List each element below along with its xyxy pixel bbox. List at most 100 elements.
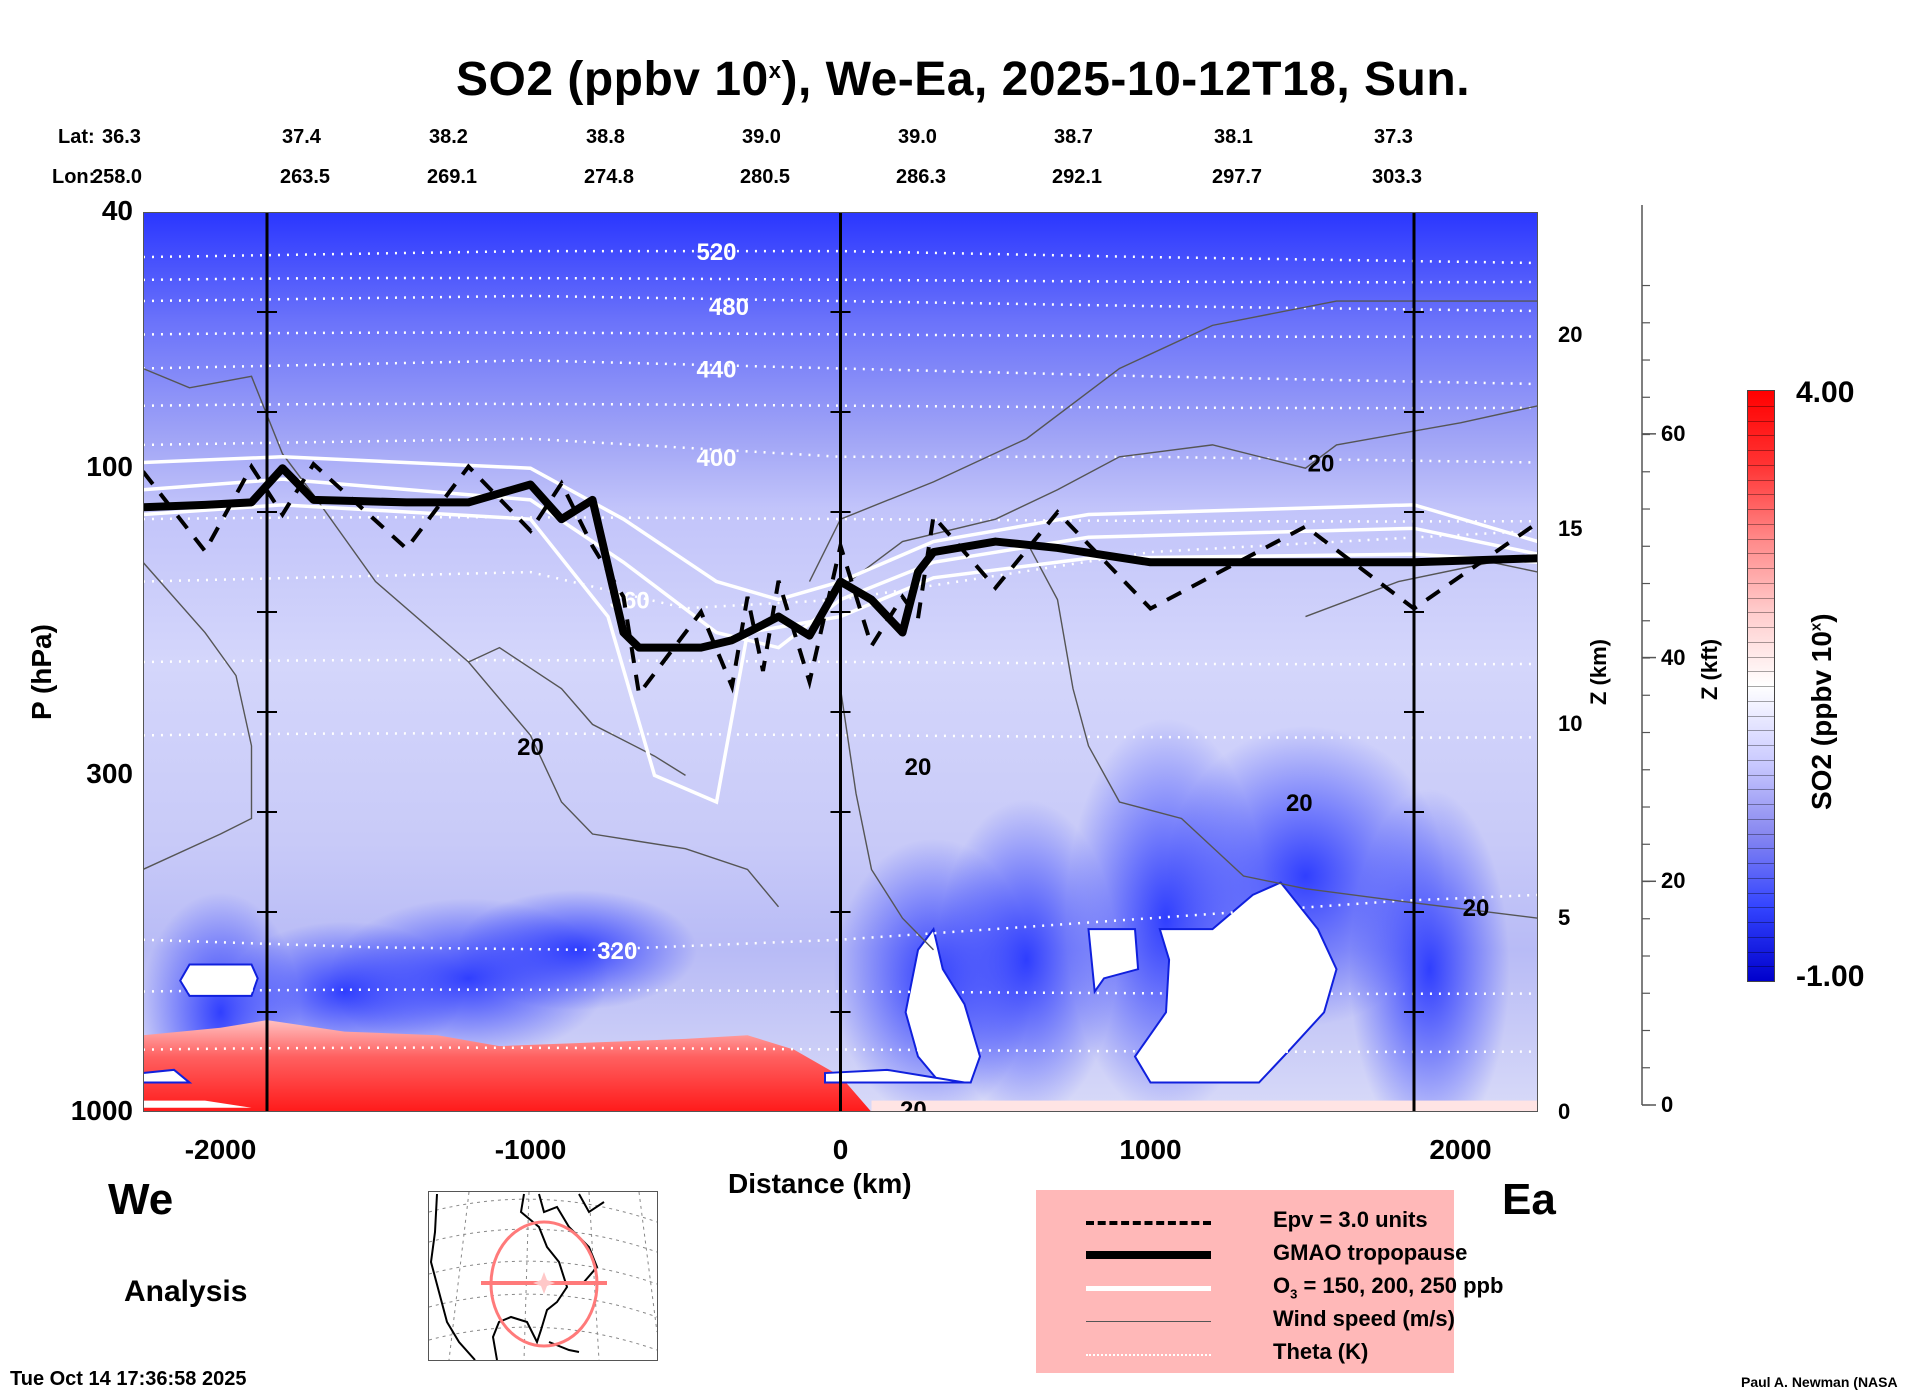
legend-item-epv: Epv = 3.0 units <box>1086 1207 1466 1237</box>
colorbar-tick <box>1748 435 1774 437</box>
wind-speed-contour <box>824 405 1538 601</box>
colorbar-min-label: -1.00 <box>1796 960 1865 993</box>
y2-tick-label: 15 <box>1558 516 1583 542</box>
ozone-label-pre: O <box>1273 1273 1291 1298</box>
colorbar-tick <box>1748 966 1774 968</box>
title-main: SO2 (ppbv 10 <box>455 53 769 106</box>
colorbar-tick <box>1748 877 1774 879</box>
lon-value: 274.8 <box>584 166 635 188</box>
wind-speed-label: 20 <box>1463 895 1490 922</box>
colorbar-max-label: 4.00 <box>1796 376 1855 409</box>
colorbar-tick <box>1748 804 1774 805</box>
lon-value: 303.3 <box>1372 166 1423 188</box>
ozone-contour <box>143 455 1538 602</box>
so2-saturated-patch <box>904 926 982 1084</box>
colorbar-tick <box>1748 774 1774 776</box>
credit: Paul A. Newman (NASA <box>1741 1374 1898 1390</box>
colorbar-tick <box>1748 582 1774 584</box>
so2-surface-region <box>871 1100 1538 1112</box>
dotted-line-swatch <box>1086 1354 1211 1356</box>
colorbar-label-main: SO2 (ppbv 10 <box>1806 631 1837 810</box>
theta-label: 320 <box>597 938 637 965</box>
y2-tick-label: 5 <box>1558 904 1571 930</box>
lat-value: 39.0 <box>742 126 781 148</box>
direction-east-label: Ea <box>1502 1175 1556 1224</box>
colorbar-tick <box>1748 745 1774 746</box>
lon-value: 263.5 <box>280 166 331 188</box>
y3-axis-label: Z (kft) <box>1697 638 1722 700</box>
theta-label: 400 <box>696 445 736 472</box>
epv-line <box>143 461 1538 699</box>
y2-tick-label: 0 <box>1558 1099 1571 1124</box>
so2-saturated-patch <box>1133 881 1338 1084</box>
title-superscript: x <box>768 58 782 83</box>
colorbar-tick <box>1748 863 1774 864</box>
title-suffix: ), We-Ea, 2025-10-12T18, Sun. <box>781 53 1471 106</box>
x-axis-label: Distance (km) <box>728 1168 912 1199</box>
colorbar-tick <box>1748 450 1774 451</box>
wind-speed-contour <box>839 688 935 951</box>
colorbar-tick <box>1748 509 1774 510</box>
lat-value: 37.4 <box>282 126 321 148</box>
colorbar-tick <box>1748 568 1774 569</box>
legend: Epv = 3.0 units GMAO tropopause O3 = 150… <box>1036 1190 1503 1373</box>
colorbar-label-suffix: ) <box>1806 613 1837 623</box>
tropopause-line <box>143 464 1538 652</box>
wind-speed-label: 20 <box>517 734 544 761</box>
y2-tick-label: 10 <box>1558 710 1583 736</box>
y3-tick-label: 0 <box>1661 1092 1674 1117</box>
lat-value: 38.7 <box>1054 126 1093 148</box>
coastline <box>429 1193 605 1360</box>
colorbar-tick <box>1748 420 1774 422</box>
lon-value: 269.1 <box>427 166 478 188</box>
colorbar-tick <box>1748 789 1774 791</box>
so2-saturated-patch <box>179 963 259 997</box>
location-minimap <box>428 1191 658 1361</box>
white-line-swatch <box>1086 1286 1211 1291</box>
ozone-label-sub: 3 <box>1290 1286 1298 1302</box>
theta-contour <box>143 529 1538 610</box>
lon-value: 280.5 <box>740 166 791 188</box>
surface-mask <box>143 1100 252 1108</box>
x-tick-label: 0 <box>832 1134 849 1165</box>
so2-field <box>143 212 1538 1112</box>
thick-line-swatch <box>1086 1251 1211 1259</box>
y-tick-label: 1000 <box>70 1095 133 1126</box>
so2-low-region <box>1349 789 1510 1112</box>
plot-frame <box>143 212 1538 1112</box>
direction-west-label: We <box>108 1175 174 1224</box>
lon-value: 297.7 <box>1212 166 1263 188</box>
colorbar-tick <box>1748 538 1774 540</box>
lat-value: 38.2 <box>429 126 468 148</box>
wind-speed-contour <box>468 646 686 776</box>
minimap-svg <box>429 1192 657 1360</box>
colorbar-tick <box>1748 848 1774 850</box>
y2-tick-label: 20 <box>1558 322 1583 348</box>
colorbar-tick <box>1748 818 1774 820</box>
colorbar-tick <box>1748 523 1774 525</box>
colorbar-tick <box>1748 686 1774 687</box>
legend-label: Epv = 3.0 units <box>1273 1207 1428 1232</box>
colorbar-label-sup: x <box>1807 622 1825 632</box>
y3-tick-label: 60 <box>1661 420 1686 446</box>
thin-line-swatch <box>1086 1321 1211 1322</box>
lat-label: Lat: <box>58 126 95 148</box>
x-tick-label: 1000 <box>1119 1134 1182 1165</box>
y-tick-label: 40 <box>101 195 133 226</box>
y3-tick-label: 20 <box>1661 868 1686 894</box>
colorbar-tick <box>1748 597 1774 599</box>
colorbar-tick <box>1748 494 1774 496</box>
so2-high-region <box>143 1020 872 1112</box>
colorbar-tick <box>1748 833 1774 835</box>
legend-label: Wind speed (m/s) <box>1273 1306 1455 1331</box>
wind-speed-label: 20 <box>905 754 932 781</box>
lat-value: 39.0 <box>898 126 937 148</box>
wind-speed-contour <box>808 300 1538 582</box>
theta-label: 440 <box>696 356 736 383</box>
ozone-label-post: = 150, 200, 250 ppb <box>1297 1273 1504 1298</box>
y2-axis-label: Z (km) <box>1586 639 1611 705</box>
lon-value: 286.3 <box>896 166 947 188</box>
colorbar-tick <box>1748 405 1774 407</box>
